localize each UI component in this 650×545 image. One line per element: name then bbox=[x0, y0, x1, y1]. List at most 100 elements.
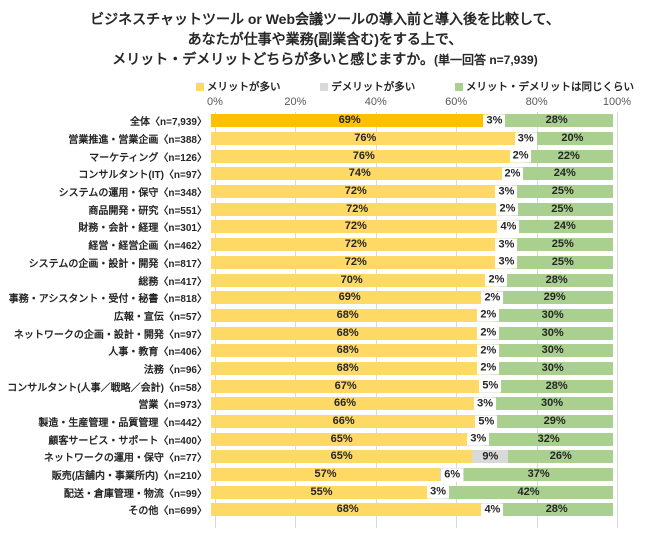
x-axis-tick: 40% bbox=[364, 96, 387, 108]
row-label: 事務・アシスタント・受付・秘書〈n=818〉 bbox=[8, 294, 207, 306]
same-value-label: 24% bbox=[553, 167, 576, 180]
merit-value-label: 72% bbox=[344, 238, 367, 251]
row-label: 総務〈n=417〉 bbox=[138, 276, 207, 288]
bar-segment-same: 30% bbox=[492, 308, 613, 322]
bar-segment-merit: 72% bbox=[211, 238, 501, 252]
bar-segment-merit: 68% bbox=[211, 326, 485, 340]
demerit-value-label: 2% bbox=[509, 149, 532, 163]
bar-segment-merit: 66% bbox=[211, 415, 477, 429]
bar-track: 66% 30% 3% bbox=[211, 397, 613, 411]
same-value-label: 28% bbox=[545, 114, 568, 127]
chart-row: コンサルタント(IT)〈n=97〉 74% 24% 2% bbox=[0, 165, 650, 183]
chart-title-line3: メリット・デメリットどちらが多いと感じますか。(単一回答 n=7,939) bbox=[0, 49, 650, 70]
bar-track: 68% 30% 2% bbox=[211, 344, 613, 358]
merit-value-label: 66% bbox=[332, 415, 355, 428]
same-value-label: 30% bbox=[541, 326, 564, 339]
chart-row: ネットワークの運用・保守〈n=77〉 65% 26% 9% bbox=[0, 448, 650, 466]
bar-rows: 全体〈n=7,939〉 69% 28% 3% 営業推進・営業企画〈n=388〉 76% 20… bbox=[0, 112, 650, 519]
bar-segment-merit: 74% bbox=[211, 167, 509, 181]
legend-swatch-demerit bbox=[320, 82, 329, 91]
bar-segment-merit: 66% bbox=[211, 397, 479, 411]
bar-segment-same: 42% bbox=[444, 485, 613, 499]
legend-label: メリットが多い bbox=[207, 81, 281, 93]
demerit-value-label: 6% bbox=[441, 468, 464, 482]
bar-segment-same: 28% bbox=[500, 114, 613, 128]
demerit-value-label: 2% bbox=[501, 167, 524, 181]
chart-title-line1: ビジネスチャットツール or Web会議ツールの導入前と導入後を比較して、 bbox=[90, 11, 560, 27]
bar-segment-merit: 68% bbox=[211, 344, 485, 358]
bar-segment-same: 28% bbox=[500, 379, 613, 393]
merit-value-label: 68% bbox=[336, 326, 359, 339]
row-label: 法務〈n=96〉 bbox=[143, 364, 207, 376]
bar-segment-same: 22% bbox=[524, 149, 613, 163]
demerit-value-label: 9% bbox=[482, 450, 499, 463]
merit-value-label: 72% bbox=[346, 202, 369, 215]
bar-segment-same: 25% bbox=[512, 255, 613, 269]
row-label: 営業〈n=973〉 bbox=[138, 400, 207, 412]
merit-value-label: 68% bbox=[336, 308, 359, 321]
demerit-value-label: 3% bbox=[495, 238, 518, 252]
chart-title: ビジネスチャットツール or Web会議ツールの導入前と導入後を比較して、 あな… bbox=[0, 9, 650, 70]
merit-value-label: 65% bbox=[330, 450, 353, 463]
bar-segment-merit: 69% bbox=[211, 114, 489, 128]
demerit-value-label: 2% bbox=[477, 361, 500, 375]
row-label: コンサルタント(IT)〈n=97〉 bbox=[78, 170, 207, 182]
bar-segment-merit: 72% bbox=[211, 185, 501, 199]
bar-track: 70% 28% 2% bbox=[211, 273, 613, 287]
x-axis-tick: 100% bbox=[602, 96, 632, 108]
x-axis-tick: 0% bbox=[207, 96, 223, 108]
bar-segment-merit: 68% bbox=[211, 503, 485, 517]
demerit-value-label: 5% bbox=[479, 379, 502, 393]
bar-track: 67% 28% 5% bbox=[211, 379, 613, 393]
x-axis-tick: 20% bbox=[284, 96, 307, 108]
bar-segment-merit: 68% bbox=[211, 308, 485, 322]
same-value-label: 25% bbox=[551, 185, 574, 198]
same-value-label: 22% bbox=[557, 149, 580, 162]
bar-track: 68% 30% 2% bbox=[211, 326, 613, 340]
legend-item: メリット・デメリットは同じくらい bbox=[455, 79, 634, 94]
bar-segment-same: 28% bbox=[500, 273, 613, 287]
same-value-label: 26% bbox=[549, 450, 572, 463]
chart-legend: メリットが多い デメリットが多い メリット・デメリットは同じくらい bbox=[196, 79, 634, 94]
chart-title-line2: あなたが仕事や業務(副業含む)をする上で、 bbox=[187, 31, 463, 47]
chart-row: マーケティング〈n=126〉 76% 22% 2% bbox=[0, 147, 650, 165]
row-label: コンサルタント(人事／戦略／会計)〈n=58〉 bbox=[7, 382, 207, 394]
row-label: ネットワークの運用・保守〈n=77〉 bbox=[43, 453, 207, 465]
demerit-value-label: 3% bbox=[483, 114, 506, 128]
chart-row: 顧客サービス・サポート〈n=400〉 65% 32% 3% bbox=[0, 430, 650, 448]
merit-value-label: 69% bbox=[338, 114, 361, 127]
chart-row: ネットワークの企画・設計・開発〈n=97〉 68% 30% 2% bbox=[0, 324, 650, 342]
legend-item: デメリットが多い bbox=[320, 79, 415, 94]
row-label: その他〈n=699〉 bbox=[128, 506, 207, 518]
merit-value-label: 66% bbox=[333, 397, 356, 410]
chart-row: 経営・経営企画〈n=462〉 72% 25% 3% bbox=[0, 236, 650, 254]
chart-row: システムの運用・保守〈n=348〉 72% 25% 3% bbox=[0, 183, 650, 201]
merit-value-label: 55% bbox=[310, 485, 333, 498]
merit-value-label: 72% bbox=[344, 220, 367, 233]
merit-value-label: 68% bbox=[336, 344, 359, 357]
merit-value-label: 74% bbox=[348, 167, 371, 180]
chart-row: 配送・倉庫管理・物流〈n=99〉 55% 42% 3% bbox=[0, 483, 650, 501]
bar-segment-same: 25% bbox=[512, 238, 613, 252]
same-value-label: 37% bbox=[527, 468, 550, 481]
same-value-label: 28% bbox=[545, 379, 568, 392]
bar-segment-same: 37% bbox=[464, 468, 613, 482]
demerit-value-label: 2% bbox=[477, 326, 500, 340]
bar-track: 68% 30% 2% bbox=[211, 308, 613, 322]
same-value-label: 25% bbox=[551, 255, 574, 268]
demerit-value-label: 2% bbox=[477, 344, 500, 358]
chart-row: コンサルタント(人事／戦略／会計)〈n=58〉 67% 28% 5% bbox=[0, 377, 650, 395]
bar-segment-same: 25% bbox=[512, 185, 613, 199]
bar-track: 57% 37% 6% bbox=[211, 468, 613, 482]
bar-track: 66% 29% 5% bbox=[211, 415, 613, 429]
bar-segment-merit: 57% bbox=[211, 468, 441, 482]
merit-value-label: 57% bbox=[314, 468, 337, 481]
bar-segment-same: 28% bbox=[500, 503, 613, 517]
row-label: 広報・宣伝〈n=57〉 bbox=[113, 311, 207, 323]
merit-value-label: 68% bbox=[336, 503, 359, 516]
bar-segment-merit: 70% bbox=[211, 273, 493, 287]
demerit-value-label: 2% bbox=[485, 273, 508, 287]
demerit-value-label: 3% bbox=[467, 432, 490, 446]
bar-segment-merit: 69% bbox=[211, 291, 489, 305]
bar-segment-merit: 55% bbox=[211, 485, 433, 499]
